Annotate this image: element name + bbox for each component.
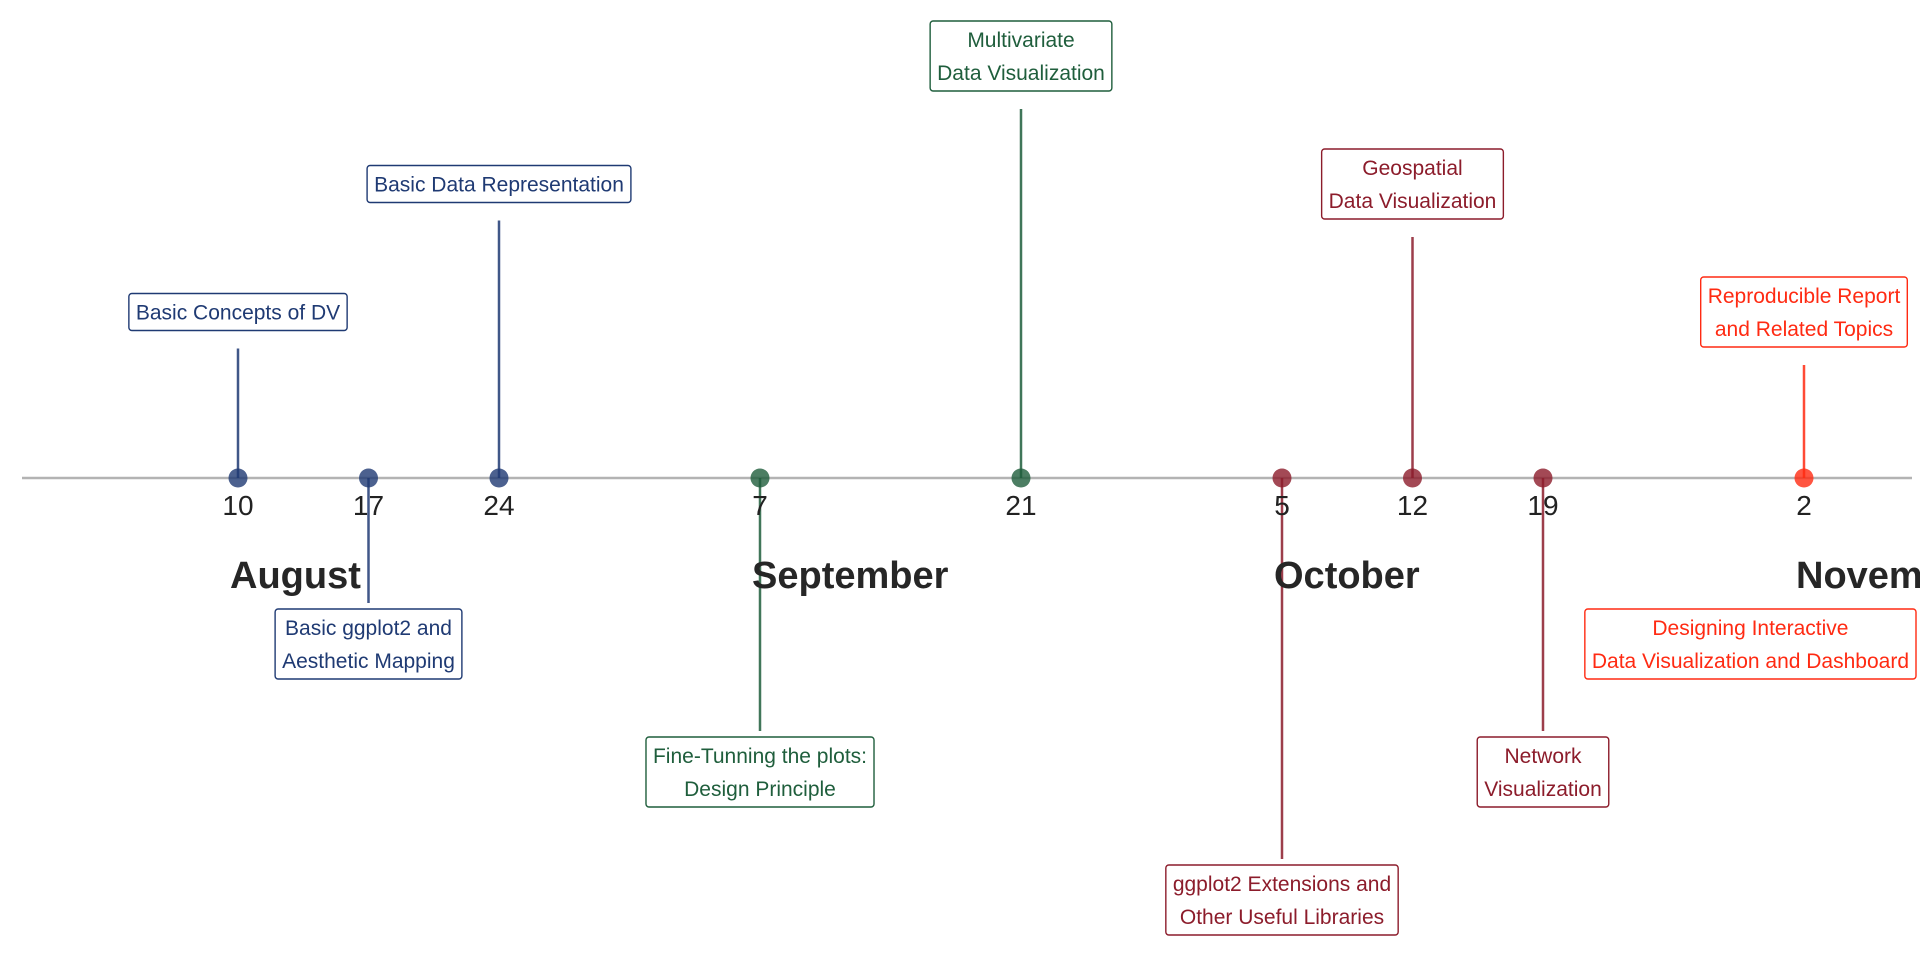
month-label: November [1796,555,1920,597]
day-label: 2 [1796,490,1812,521]
event-label-line: Basic Data Representation [374,174,624,197]
event-point [1272,468,1292,488]
event-label-line: ggplot2 Extensions and [1173,873,1391,896]
event-box-frame [274,608,463,680]
event-point [750,468,770,488]
day-label: 12 [1397,490,1428,521]
event-label-line: Design Principle [684,778,836,801]
event-label-line: Reproducible Report [1708,285,1901,308]
event-label-line: Basic Concepts of DV [136,302,340,325]
event-label-box: Multivariate Data Visualization [929,20,1113,92]
event-label-line: Visualization [1484,778,1602,801]
day-label: 7 [752,490,768,521]
event-label-line: Data Visualization [937,62,1105,85]
event-label-box: Fine-Tunning the plots: Design Principle [645,736,875,808]
event-point [489,468,509,488]
event-box-frame [1584,608,1917,680]
event-box-frame [1165,864,1399,936]
event-box-frame [1476,736,1610,808]
day-label: 5 [1274,490,1290,521]
event-label-line: Data Visualization [1329,190,1497,213]
day-label: 21 [1005,490,1036,521]
event-point [359,468,378,488]
event-point [1533,468,1553,488]
month-label: October [1274,555,1420,597]
event-box-frame [366,164,632,204]
event-label-box: Network Visualization [1476,736,1610,808]
month-label: September [752,555,949,597]
event-label-line: and Related Topics [1715,318,1893,341]
event-label-line: Aesthetic Mapping [282,650,455,673]
event-box-frame [128,292,348,332]
event-label-box: Geospatial Data Visualization [1320,148,1505,220]
event-label-box: Basic Data Representation [366,164,632,204]
month-label: August [230,555,361,597]
event-label-line: Basic ggplot2 and [285,617,452,640]
event-box-frame [1699,276,1909,348]
day-label: 17 [353,490,384,521]
event-label-box: ggplot2 Extensions and Other Useful Libra… [1165,864,1399,936]
event-label-line: Multivariate [967,29,1074,52]
day-label: 24 [483,490,514,521]
day-label: 19 [1527,490,1558,521]
event-label-box: Designing Interactive Data Visualization … [1584,608,1917,680]
event-point [1794,468,1814,488]
event-box-frame [929,20,1113,92]
event-point [1011,468,1031,488]
event-label-line: Network [1504,745,1582,768]
event-box-frame [1320,148,1505,220]
event-label-line: Fine-Tunning the plots: [653,745,867,768]
event-box-frame [645,736,875,808]
event-label-box: Reproducible Report and Related Topics [1699,276,1909,348]
event-label-line: Other Useful Libraries [1180,906,1384,929]
event-label-line: Designing Interactive [1652,617,1848,640]
event-point [1403,468,1422,488]
event-label-box: Basic Concepts of DV [128,292,348,332]
event-point [228,468,248,488]
event-label-line: Data Visualization and Dashboard [1592,650,1909,673]
event-label-line: Geospatial [1362,157,1462,180]
day-label: 10 [222,490,253,521]
event-label-box: Basic ggplot2 and Aesthetic Mapping [274,608,463,680]
